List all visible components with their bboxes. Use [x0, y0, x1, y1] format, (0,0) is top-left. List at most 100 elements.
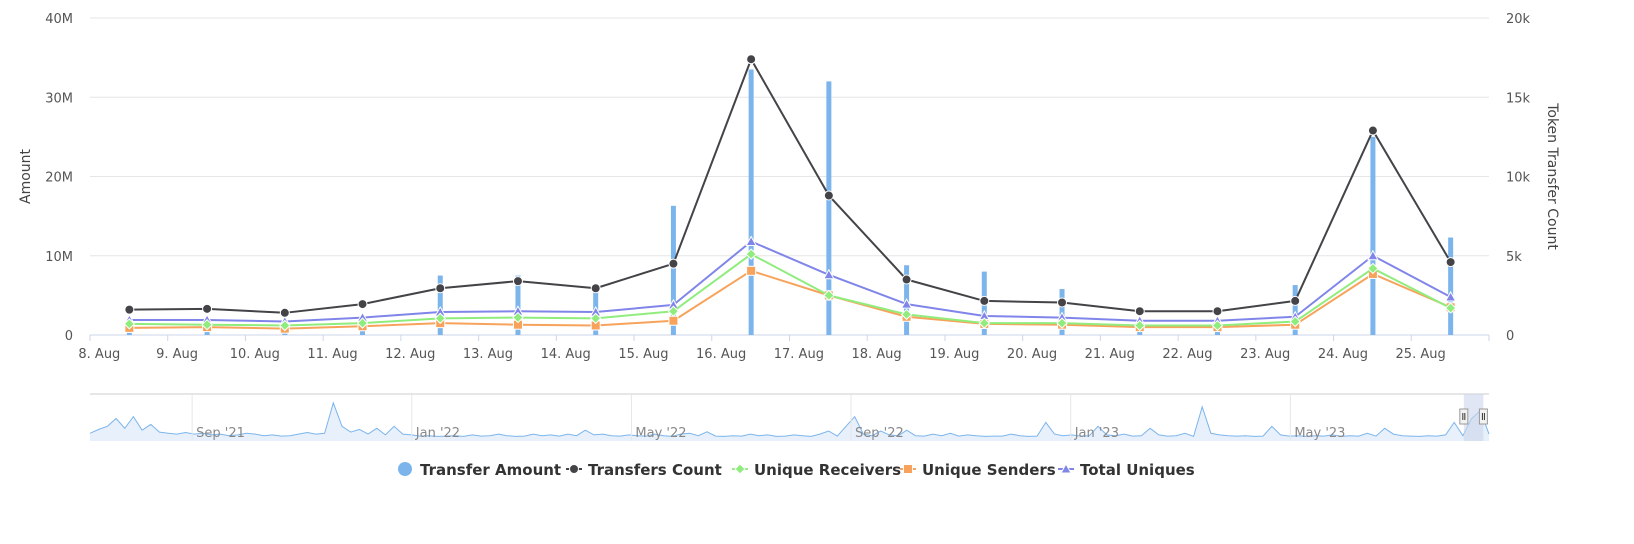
unique-receivers-line	[129, 253, 1452, 327]
transfer-amount-bar[interactable]	[126, 331, 132, 335]
transfers-count-point[interactable]	[435, 283, 446, 294]
transfers-count-point[interactable]	[1445, 257, 1456, 268]
unique-senders-point[interactable]	[746, 265, 757, 276]
total-uniques-point[interactable]	[900, 298, 913, 309]
unique-receivers-point[interactable]	[123, 318, 136, 330]
transfers-count-point[interactable]	[512, 276, 523, 287]
navigator-label: Sep '21	[196, 426, 245, 441]
navigator-area	[90, 402, 1489, 441]
total-uniques-point[interactable]	[823, 268, 835, 280]
y-left-tick-label: 40M	[45, 12, 73, 27]
legend-item-transfer-amount[interactable]: Transfer Amount	[398, 461, 561, 479]
unique-receivers-point[interactable]	[1211, 319, 1224, 332]
transfer-amount-bar[interactable]	[282, 332, 288, 335]
transfers-count-point[interactable]	[823, 190, 834, 201]
x-tick-label: 21. Aug	[1085, 347, 1135, 362]
transfers-count-point[interactable]	[1290, 295, 1301, 306]
transfers-count-point[interactable]	[979, 295, 990, 306]
grid	[90, 17, 1489, 336]
navigator-selection[interactable]	[1463, 394, 1484, 441]
transfer-amount-bar[interactable]	[670, 205, 676, 335]
unique-receivers-point[interactable]	[823, 289, 835, 302]
transfer-amount-bar[interactable]	[1292, 285, 1298, 335]
unique-receivers-point[interactable]	[1367, 262, 1379, 275]
transfers-count-point[interactable]	[668, 258, 679, 269]
navigator[interactable]: Sep '21 Jan '22 May '22 Sep '22 Jan '23 May '…	[89, 393, 1490, 441]
total-uniques-point[interactable]	[1367, 249, 1379, 261]
x-tick-label: 24. Aug	[1318, 347, 1368, 362]
unique-receivers-point[interactable]	[1289, 315, 1301, 328]
legend-item-total-uniques[interactable]: Total Uniques	[1058, 461, 1195, 479]
unique-receivers-point[interactable]	[356, 317, 369, 329]
legend-item-transfers-count[interactable]: Transfers Count	[566, 461, 722, 479]
transfers-count-point[interactable]	[1057, 297, 1068, 308]
unique-receivers-point[interactable]	[589, 312, 602, 325]
unique-receivers-point[interactable]	[900, 308, 913, 321]
legend-symbol-circle	[398, 462, 412, 476]
x-tick-label: 22. Aug	[1162, 347, 1212, 362]
transfers-count-point[interactable]	[1212, 306, 1223, 317]
transfers-count-point[interactable]	[124, 304, 135, 315]
transfers-count-point[interactable]	[746, 54, 757, 65]
transfers-count-point[interactable]	[901, 274, 912, 285]
unique-receivers-point[interactable]	[978, 317, 991, 329]
legend-item-unique-receivers[interactable]: Unique Receivers	[732, 461, 901, 479]
x-tick-label: 13. Aug	[463, 347, 513, 362]
total-uniques-point[interactable]	[1444, 290, 1457, 302]
transfers-count-point[interactable]	[279, 307, 290, 318]
navigator-label: Jan '23	[1074, 426, 1119, 441]
navigator-handle-body[interactable]	[1459, 408, 1469, 425]
axes: 0 10M 20M 30M 40M 0 5k 10k 15k 20k 8. Aug 9. Aug 10.…	[45, 12, 1530, 362]
transfer-amount-bar[interactable]	[1448, 237, 1454, 335]
legend-label: Unique Senders	[922, 461, 1056, 479]
transfer-amount-bar[interactable]	[360, 328, 366, 335]
transfer-amount-bar[interactable]	[204, 330, 210, 335]
unique-receivers-point[interactable]	[667, 305, 680, 317]
unique-receivers-point[interactable]	[434, 312, 446, 325]
transfer-amount-bar[interactable]	[1370, 136, 1376, 335]
y-right-tick-label: 5k	[1506, 250, 1522, 265]
legend-symbol-marker[interactable]	[1060, 462, 1072, 474]
transfer-amount-bar[interactable]	[437, 275, 443, 335]
legend-symbol-marker[interactable]	[903, 464, 913, 474]
navigator-handle-left[interactable]	[1459, 408, 1469, 425]
navigator-handle-body[interactable]	[1478, 408, 1488, 425]
transfer-amount-bar[interactable]	[826, 81, 832, 336]
total-uniques-line	[129, 240, 1452, 323]
legend-label: Unique Receivers	[754, 461, 901, 479]
navigator-line	[89, 401, 1490, 438]
unique-receivers-point[interactable]	[201, 318, 213, 331]
unique-receivers-point[interactable]	[1056, 317, 1068, 329]
unique-receivers-point[interactable]	[279, 319, 291, 332]
transfers-count-point[interactable]	[1134, 306, 1145, 317]
legend-item-unique-senders[interactable]: Unique Senders	[900, 461, 1056, 479]
unique-receivers-point[interactable]	[512, 311, 524, 324]
unique-receivers-series	[123, 248, 1457, 332]
legend-label: Total Uniques	[1080, 461, 1195, 479]
legend-symbol-marker[interactable]	[569, 464, 579, 474]
x-tick-label: 14. Aug	[541, 347, 591, 362]
transfers-count-series	[124, 54, 1456, 318]
transfers-count-point[interactable]	[357, 299, 368, 310]
transfer-amount-bar[interactable]	[748, 69, 754, 335]
transfers-count-point[interactable]	[590, 283, 601, 294]
y-axis-right-title: Token Transfer Count	[1544, 102, 1560, 250]
x-tick-label: 23. Aug	[1240, 347, 1290, 362]
transfers-count-point[interactable]	[1367, 125, 1378, 136]
unique-senders-point[interactable]	[668, 315, 679, 326]
x-tick-label: 19. Aug	[929, 347, 979, 362]
legend[interactable]: Transfer Amount Transfers Count Unique Rec…	[398, 461, 1195, 479]
unique-receivers-point[interactable]	[1134, 319, 1146, 332]
transfers-count-point[interactable]	[202, 303, 213, 314]
legend-symbol-marker[interactable]	[734, 463, 746, 475]
unique-receivers-point[interactable]	[745, 248, 757, 260]
unique-receivers-point[interactable]	[1444, 302, 1457, 314]
navigator-handle-right[interactable]	[1478, 408, 1488, 425]
y-left-tick-label: 30M	[45, 91, 73, 106]
y-right-tick-label: 10k	[1506, 171, 1531, 186]
x-tick-label: 17. Aug	[774, 347, 824, 362]
x-tick-label: 8. Aug	[78, 347, 120, 362]
unique-senders-line	[129, 269, 1452, 330]
total-uniques-point[interactable]	[745, 235, 757, 246]
